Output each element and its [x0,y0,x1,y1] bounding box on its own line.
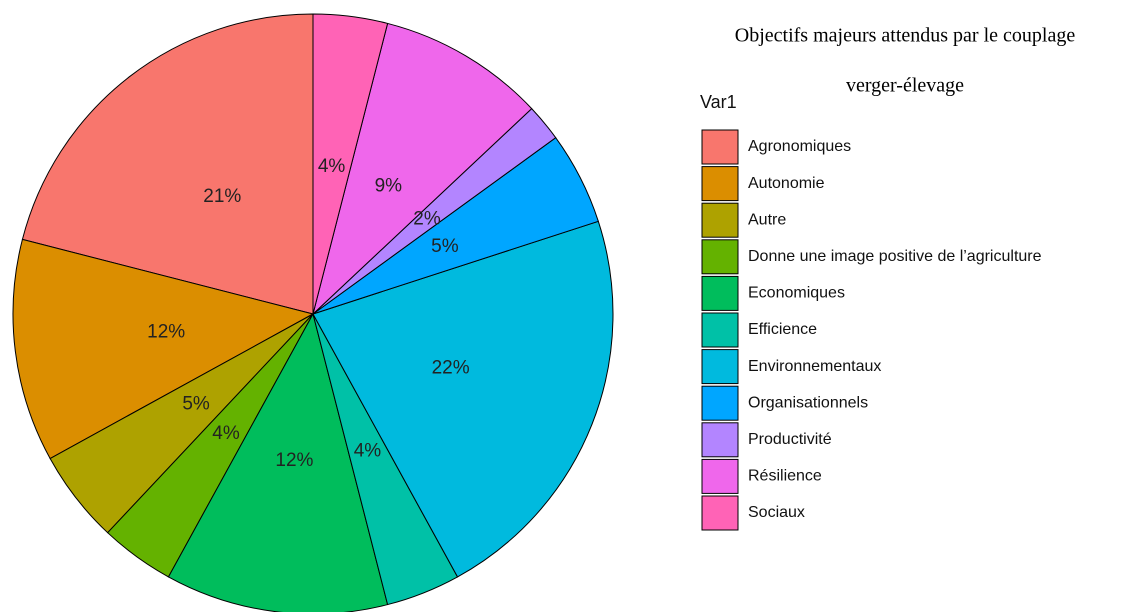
pie-slice [12,238,315,460]
legend-label: Autonomie [748,175,825,192]
pie-slice [312,22,533,316]
slice-label: 12% [275,450,313,471]
legend-label: Economiques [748,285,845,302]
legend-label: Donne une image positive de l’agricultur… [748,248,1042,265]
slice-label: 9% [375,176,403,197]
legend-key [701,458,739,494]
slice-label: 12% [147,322,185,343]
slice-label: 21% [203,186,241,207]
legend-label: Agronomiques [748,138,851,155]
legend-label: Organisationnels [748,394,868,411]
legend-label: Autre [748,211,786,228]
legend-key [701,495,739,531]
slice-label: 4% [318,156,346,177]
legend-key [701,275,739,311]
legend-label: Environnementaux [748,358,881,375]
legend-key [701,312,739,348]
legend-key [701,422,739,458]
legend-label: Efficience [748,321,817,338]
legend-key [701,239,739,275]
slice-label: 4% [212,423,240,444]
legend-key [701,129,739,165]
slice-label: 22% [432,357,470,378]
slice-label: 2% [413,209,441,230]
legend-key [701,202,739,238]
legend-label: Sociaux [748,504,805,521]
legend-key [701,385,739,421]
legend-label: Résilience [748,468,822,485]
legend-label: Productivité [748,431,832,448]
legend-title: Var1 [700,92,737,112]
slice-label: 4% [354,441,382,462]
chart-title: Objectifs majeurs attendus par le coupla… [735,25,1076,47]
legend-key [701,166,739,202]
chart-title: verger-élevage [846,75,964,97]
slice-label: 5% [182,394,210,415]
legend-key [701,349,739,385]
pie-slice [312,13,389,315]
slice-label: 5% [431,236,459,257]
pie-slice [21,13,314,315]
pie-slice [312,220,614,578]
